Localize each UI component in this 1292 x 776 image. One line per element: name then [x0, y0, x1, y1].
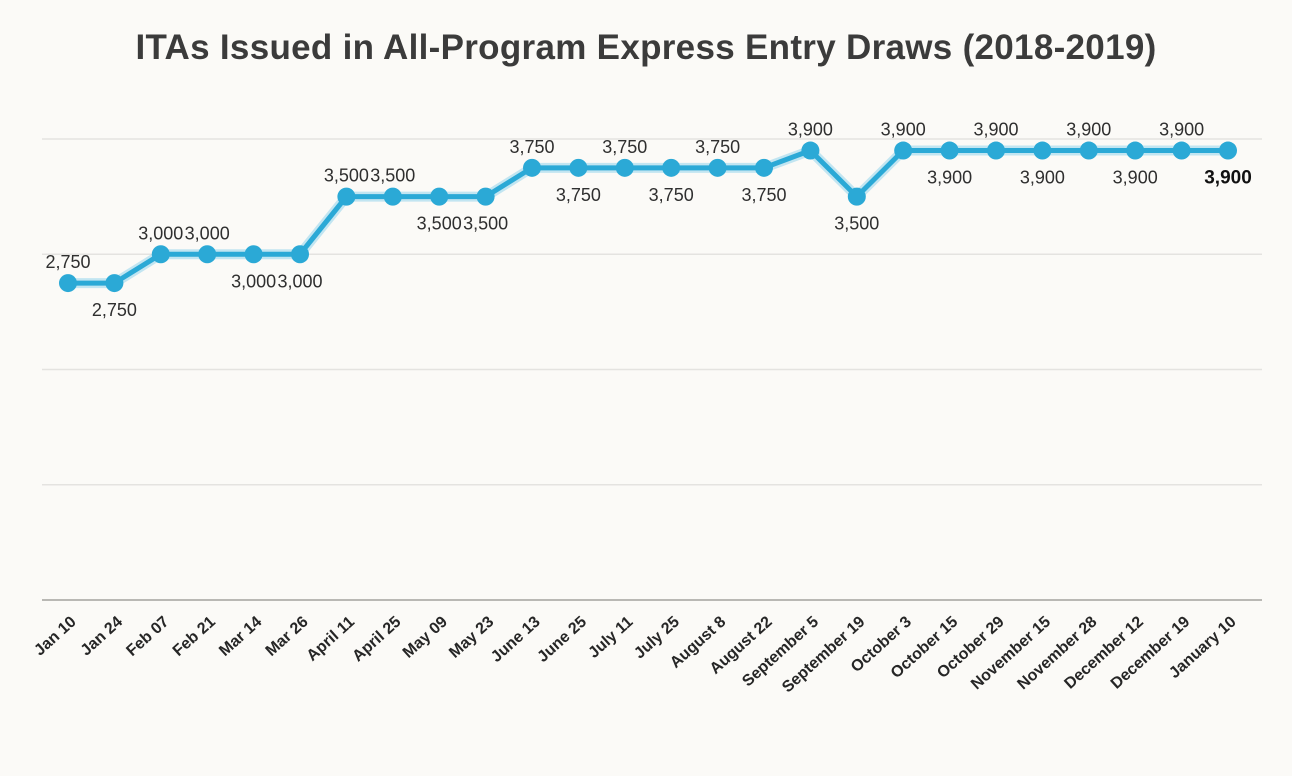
data-point	[105, 274, 124, 293]
x-axis-label: Jan 10	[31, 613, 79, 659]
data-point	[1079, 141, 1098, 160]
data-point-label: 3,000	[185, 223, 230, 243]
data-point-label: 3,900	[1159, 120, 1204, 140]
data-point	[291, 245, 309, 264]
data-point-label: 3,900	[927, 168, 972, 188]
data-point-label: 3,750	[741, 185, 786, 205]
data-point	[523, 158, 541, 177]
x-axis-label: May 09	[400, 613, 451, 661]
data-point-label: 3,900	[973, 120, 1018, 140]
data-point	[708, 158, 727, 177]
data-point-label: 2,750	[45, 252, 90, 272]
x-axis-label: December 12	[1061, 613, 1146, 692]
data-point-label: 3,000	[138, 223, 183, 243]
data-point-label: 3,000	[231, 271, 276, 291]
data-point-label: 3,500	[370, 166, 415, 186]
x-axis-label: April 11	[304, 613, 358, 664]
data-point	[1219, 141, 1237, 160]
data-point	[1033, 141, 1052, 160]
data-point	[755, 158, 773, 177]
x-axis-label: Mar 14	[216, 613, 265, 660]
x-axis-label: September 19	[779, 613, 868, 696]
x-axis-label: June 25	[534, 613, 590, 666]
data-point-label: 3,900	[1020, 168, 1065, 188]
x-axis-label: Jan 24	[78, 613, 126, 659]
data-point	[430, 187, 449, 206]
data-point	[615, 158, 634, 177]
data-point-label: 3,500	[834, 214, 879, 234]
data-point-label: 3,750	[556, 185, 601, 205]
data-point-label: 3,900	[1113, 168, 1158, 188]
data-point	[198, 245, 217, 264]
data-point-label: 3,750	[649, 185, 694, 205]
data-point	[569, 158, 588, 177]
data-point-label: 3,000	[277, 271, 322, 291]
data-point-label: 3,900	[881, 120, 926, 140]
data-point	[59, 274, 77, 293]
data-point	[662, 158, 681, 177]
data-point-label: 3,750	[509, 137, 554, 157]
x-axis-label: Feb 21	[170, 613, 219, 660]
data-point	[337, 187, 356, 206]
x-axis-label: December 19	[1108, 613, 1193, 692]
data-point	[476, 187, 495, 206]
data-point-label: 3,750	[695, 137, 740, 157]
data-point-label: 3,750	[602, 137, 647, 157]
data-point	[801, 141, 820, 160]
data-point-label: 2,750	[92, 300, 137, 320]
data-point	[244, 245, 263, 264]
data-point	[383, 187, 402, 206]
data-point-label: 3,900	[788, 120, 833, 140]
data-point	[987, 141, 1005, 160]
x-axis-label: Feb 07	[123, 613, 172, 660]
data-point-label: 3,500	[324, 166, 369, 186]
data-point	[151, 245, 170, 264]
x-axis-label: November 15	[968, 613, 1054, 693]
data-point	[940, 141, 959, 160]
data-point	[1172, 141, 1191, 160]
chart-title: ITAs Issued in All-Program Express Entry…	[135, 28, 1157, 67]
data-point-label: 3,900	[1204, 168, 1252, 189]
x-axis-label: June 13	[488, 613, 544, 666]
data-point	[1126, 141, 1145, 160]
x-axis-label: November 28	[1014, 613, 1100, 693]
data-point	[847, 187, 866, 206]
x-axis-label: July 11	[585, 613, 636, 661]
data-point	[894, 141, 913, 160]
data-point-label: 3,500	[463, 214, 508, 234]
x-axis-label: April 25	[349, 613, 404, 665]
data-point-label: 3,500	[417, 214, 462, 234]
data-point-label: 3,900	[1066, 120, 1111, 140]
